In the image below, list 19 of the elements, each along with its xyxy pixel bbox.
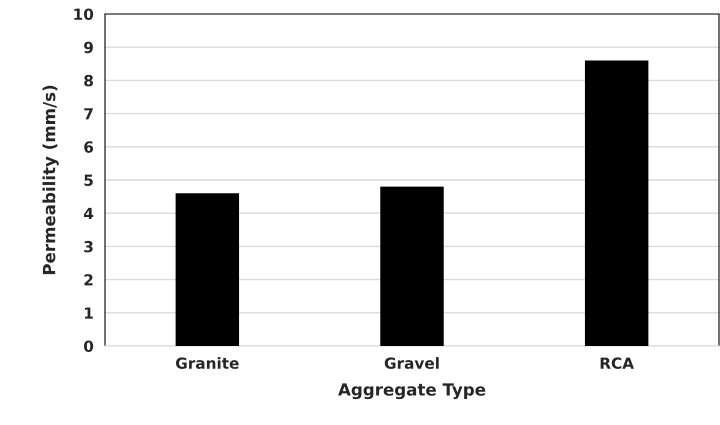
y-tick-label: 4 [84, 208, 94, 220]
y-tick-label: 9 [84, 42, 93, 54]
y-tick-label: 8 [84, 74, 93, 86]
bar [380, 186, 444, 346]
y-tick-label: 3 [84, 240, 93, 252]
bar [176, 193, 240, 346]
y-tick-label: 7 [84, 108, 93, 120]
y-tick-label: 1 [84, 307, 93, 319]
x-tick-label: Gravel [384, 357, 439, 369]
x-tick-label: RCA [600, 357, 634, 369]
y-tick-label: 0 [84, 340, 94, 352]
y-tick-label: 6 [84, 141, 94, 153]
x-tick-label: Granite [176, 357, 239, 369]
bar [584, 60, 648, 346]
y-tick-label: 10 [74, 8, 94, 20]
y-axis-title: Permeability (mm/s) [42, 86, 59, 274]
y-tick-label: 5 [84, 174, 93, 186]
y-tick-label: 2 [84, 274, 93, 286]
x-axis-title: Aggregate Type [338, 383, 486, 400]
